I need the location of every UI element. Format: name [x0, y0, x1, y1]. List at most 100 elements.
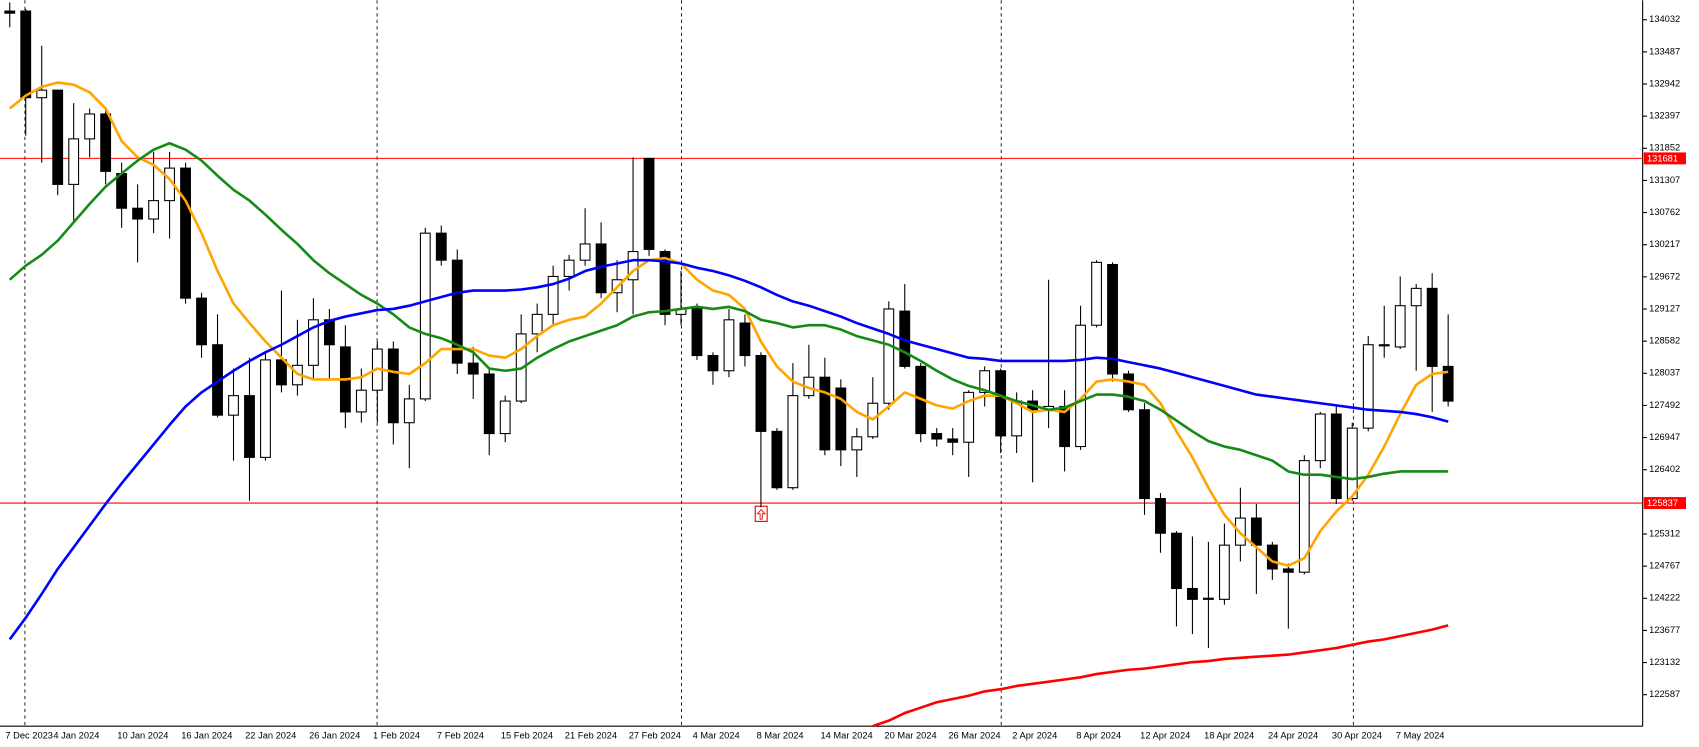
- candle-body: [276, 359, 287, 386]
- candle-body: [1250, 517, 1262, 546]
- candle-body: [355, 389, 367, 413]
- candle-body: [1155, 498, 1166, 534]
- x-tick-label: 12 Apr 2024: [1140, 730, 1190, 740]
- x-tick-label: 20 Mar 2024: [884, 730, 936, 740]
- candle-body: [1203, 597, 1214, 600]
- candle-body: [691, 306, 703, 357]
- y-tick-label: 131852: [1649, 143, 1680, 153]
- candle-body: [1139, 409, 1150, 500]
- price-label: 131681: [1647, 153, 1678, 163]
- x-tick-label: 10 Jan 2024: [117, 730, 168, 740]
- candle-body: [1314, 413, 1326, 462]
- y-tick-label: 132397: [1649, 111, 1680, 121]
- candle-body: [499, 400, 511, 435]
- candle-body: [451, 259, 463, 364]
- candle-body: [771, 430, 783, 489]
- candle-body: [68, 138, 80, 185]
- candle-body: [1187, 587, 1198, 600]
- marker-arrow: [756, 508, 766, 520]
- x-tick-label: 14 Mar 2024: [821, 730, 873, 740]
- candle-body: [100, 113, 112, 172]
- x-tick-label: 30 Apr 2024: [1332, 730, 1382, 740]
- candle-body: [787, 395, 799, 489]
- candle-body: [851, 436, 863, 451]
- candle-body: [563, 259, 575, 277]
- y-tick-label: 122587: [1649, 689, 1680, 699]
- candle-body: [20, 10, 32, 99]
- y-tick-label: 123132: [1649, 657, 1680, 667]
- x-tick-label: 26 Jan 2024: [309, 730, 360, 740]
- candle-body: [1171, 532, 1182, 590]
- candle-body: [1298, 460, 1310, 573]
- x-tick-label: 24 Apr 2024: [1268, 730, 1318, 740]
- candle-body: [403, 398, 415, 424]
- candle-body: [995, 370, 1007, 437]
- y-tick-label: 128582: [1649, 336, 1680, 346]
- candle-body: [1394, 305, 1406, 348]
- candle-body: [180, 167, 191, 299]
- x-tick-label: 8 Mar 2024: [757, 730, 804, 740]
- price-label: 125837: [1647, 498, 1678, 508]
- candle-body: [1107, 264, 1118, 375]
- y-tick-label: 123677: [1649, 625, 1680, 635]
- candle-body: [643, 157, 655, 250]
- candle-body: [1426, 287, 1438, 367]
- x-tick-label: 16 Jan 2024: [181, 730, 232, 740]
- candle-body: [1123, 373, 1134, 411]
- candle-body: [419, 232, 431, 400]
- y-tick-label: 133487: [1649, 46, 1680, 56]
- candle-body: [1330, 413, 1342, 500]
- candle-body: [979, 370, 991, 393]
- x-tick-label: 1 Feb 2024: [373, 730, 420, 740]
- candle-body: [579, 243, 591, 261]
- candle-body: [212, 344, 223, 416]
- candle-body: [835, 387, 847, 451]
- candle-body: [116, 173, 128, 209]
- candle-body: [1075, 324, 1086, 448]
- candle-body: [739, 322, 751, 357]
- candle-body: [627, 251, 639, 281]
- candle-body: [1218, 544, 1230, 600]
- x-tick-label: 7 Feb 2024: [437, 730, 484, 740]
- x-tick-label: 7 May 2024: [1396, 730, 1445, 740]
- candle-body: [148, 200, 160, 220]
- indicator-line: [8, 81, 1449, 568]
- candle-body: [132, 207, 144, 220]
- x-tick-label: 2 Apr 2024: [1012, 730, 1057, 740]
- candle-body: [931, 433, 943, 440]
- indicator-line: [8, 258, 1449, 641]
- candle-body: [307, 319, 319, 366]
- x-tick-label: 8 Apr 2024: [1076, 730, 1121, 740]
- indicator-line: [8, 141, 1449, 481]
- candle-body: [228, 395, 239, 416]
- x-tick-label: 7 Dec 2023: [5, 730, 53, 740]
- x-tick-label: 18 Apr 2024: [1204, 730, 1254, 740]
- candle-body: [707, 354, 719, 372]
- x-tick-label: 27 Feb 2024: [629, 730, 681, 740]
- candle-body: [52, 89, 64, 185]
- candle-body: [260, 359, 271, 458]
- y-tick-label: 126947: [1649, 432, 1680, 442]
- indicator-line: [872, 624, 1449, 728]
- candle-body: [1442, 365, 1454, 402]
- candle-body: [1091, 261, 1102, 326]
- candle-body: [755, 354, 767, 432]
- y-tick-label: 130762: [1649, 207, 1680, 217]
- y-tick-label: 125312: [1649, 528, 1680, 538]
- price-label-box: [1643, 497, 1686, 509]
- candle-body: [947, 438, 959, 443]
- candle-body: [659, 251, 671, 315]
- y-tick-label: 131307: [1649, 175, 1680, 185]
- candle-body: [531, 313, 543, 335]
- candle-body: [387, 348, 399, 424]
- y-tick-label: 124222: [1649, 593, 1680, 603]
- x-tick-label: 22 Jan 2024: [245, 730, 296, 740]
- candle-body: [723, 319, 735, 372]
- candle-body: [36, 89, 48, 99]
- y-tick-label: 126402: [1649, 464, 1680, 474]
- price-label-box: [1643, 152, 1686, 165]
- candle-body: [1282, 568, 1294, 573]
- candle-body: [84, 113, 96, 140]
- candle-body: [435, 232, 447, 261]
